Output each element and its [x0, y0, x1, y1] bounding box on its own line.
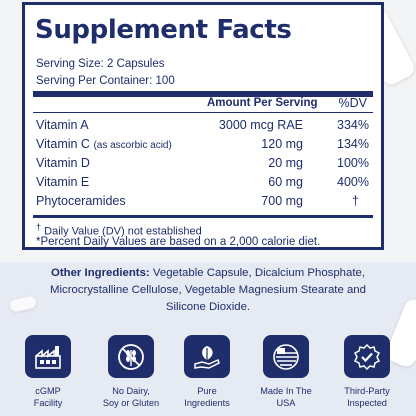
nutrient-name: Phytoceramides — [36, 194, 126, 208]
factory-icon — [35, 346, 61, 369]
badge-label-line: Inspected — [347, 398, 387, 408]
nutrient-row: Vitamin A 3000 mcg RAE 334% — [36, 118, 371, 136]
nutrient-row: Vitamin E 60 mg 400% — [36, 175, 371, 193]
nutrient-amount: 60 mg — [268, 175, 303, 189]
nutrient-dv: † — [352, 194, 359, 208]
nutrient-name: Vitamin C — [36, 137, 90, 151]
badge-label-line: No Dairy, — [112, 386, 150, 396]
footnote-percent: *Percent Daily Values are based on a 2,0… — [36, 236, 321, 248]
nutrient-name: Vitamin E — [36, 175, 90, 189]
serving-size: Serving Size: 2 Capsules — [36, 58, 165, 70]
ingredients-text: Vegetable Capsule, Dicalcium Phosphate, … — [50, 267, 366, 313]
header-amount: Amount Per Serving — [207, 97, 318, 109]
badge-pure-ingredients — [184, 335, 230, 378]
badge-label-line: Ingredients — [184, 398, 230, 408]
badge-made-in-usa — [263, 335, 309, 378]
nutrient-dv: 134% — [337, 137, 369, 151]
nutrient-name: Vitamin D — [36, 156, 90, 170]
badge-label-line: Pure — [197, 386, 217, 396]
footnote-marker: † — [36, 222, 42, 232]
badge-cgmp — [25, 335, 71, 378]
other-ingredients: Other Ingredients: Vegetable Capsule, Di… — [33, 265, 383, 316]
badge-label-no-dairy: No Dairy, Soy or Gluten — [91, 385, 171, 409]
nutrient-name-group: Vitamin C (as ascorbic acid) — [36, 137, 172, 151]
nutrient-row: Phytoceramides 700 mg † — [36, 194, 371, 212]
badge-label-pure: Pure Ingredients — [167, 385, 247, 409]
ingredients-label: Other Ingredients: — [50, 267, 150, 279]
nutrient-row: Vitamin C (as ascorbic acid) 120 mg 134% — [36, 137, 371, 155]
nutrient-amount: 120 mg — [261, 137, 303, 151]
leaf-hand-icon — [194, 346, 220, 369]
divider-thin — [33, 112, 373, 113]
nutrient-row: Vitamin D 20 mg 100% — [36, 156, 371, 174]
badge-label-inspected: Third-Party Inspected — [327, 385, 407, 409]
badge-label-line: Facility — [33, 398, 63, 408]
badge-third-party — [344, 335, 390, 378]
divider-medium — [33, 215, 373, 218]
nutrient-note: (as ascorbic acid) — [93, 140, 172, 151]
badge-label-line: Soy or Gluten — [102, 398, 160, 408]
badge-label-cgmp: cGMP Facility — [8, 385, 88, 409]
header-dv: %DV — [338, 96, 367, 110]
nutrient-dv: 334% — [337, 118, 369, 132]
nutrient-amount: 3000 mcg RAE — [218, 118, 303, 132]
servings-per-container: Serving Per Container: 100 — [36, 75, 175, 87]
nutrient-dv: 100% — [337, 156, 369, 170]
badge-no-dairy — [108, 335, 154, 378]
footnote-dv-text: Daily Value (DV) not established — [44, 225, 202, 238]
usa-flag-icon — [273, 344, 299, 370]
nutrient-amount: 700 mg — [261, 194, 303, 208]
nutrient-name: Vitamin A — [36, 118, 89, 132]
badge-label-line: USA — [276, 398, 296, 408]
facts-title: Supplement Facts — [35, 15, 292, 45]
nutrient-dv: 400% — [337, 175, 369, 189]
nutrient-amount: 20 mg — [268, 156, 303, 170]
divider-thick — [33, 91, 373, 97]
verified-seal-icon — [353, 343, 381, 371]
badge-label-line: cGMP — [35, 386, 61, 396]
badge-label-line: Made In The — [260, 386, 312, 396]
supplement-facts-panel: Supplement Facts Serving Size: 2 Capsule… — [22, 2, 384, 250]
badge-label-line: Third-Party — [344, 386, 390, 396]
badge-label-usa: Made In The USA — [246, 385, 326, 409]
footnote-dv: † Daily Value (DV) not established — [36, 222, 202, 238]
no-wheat-icon — [118, 344, 144, 370]
